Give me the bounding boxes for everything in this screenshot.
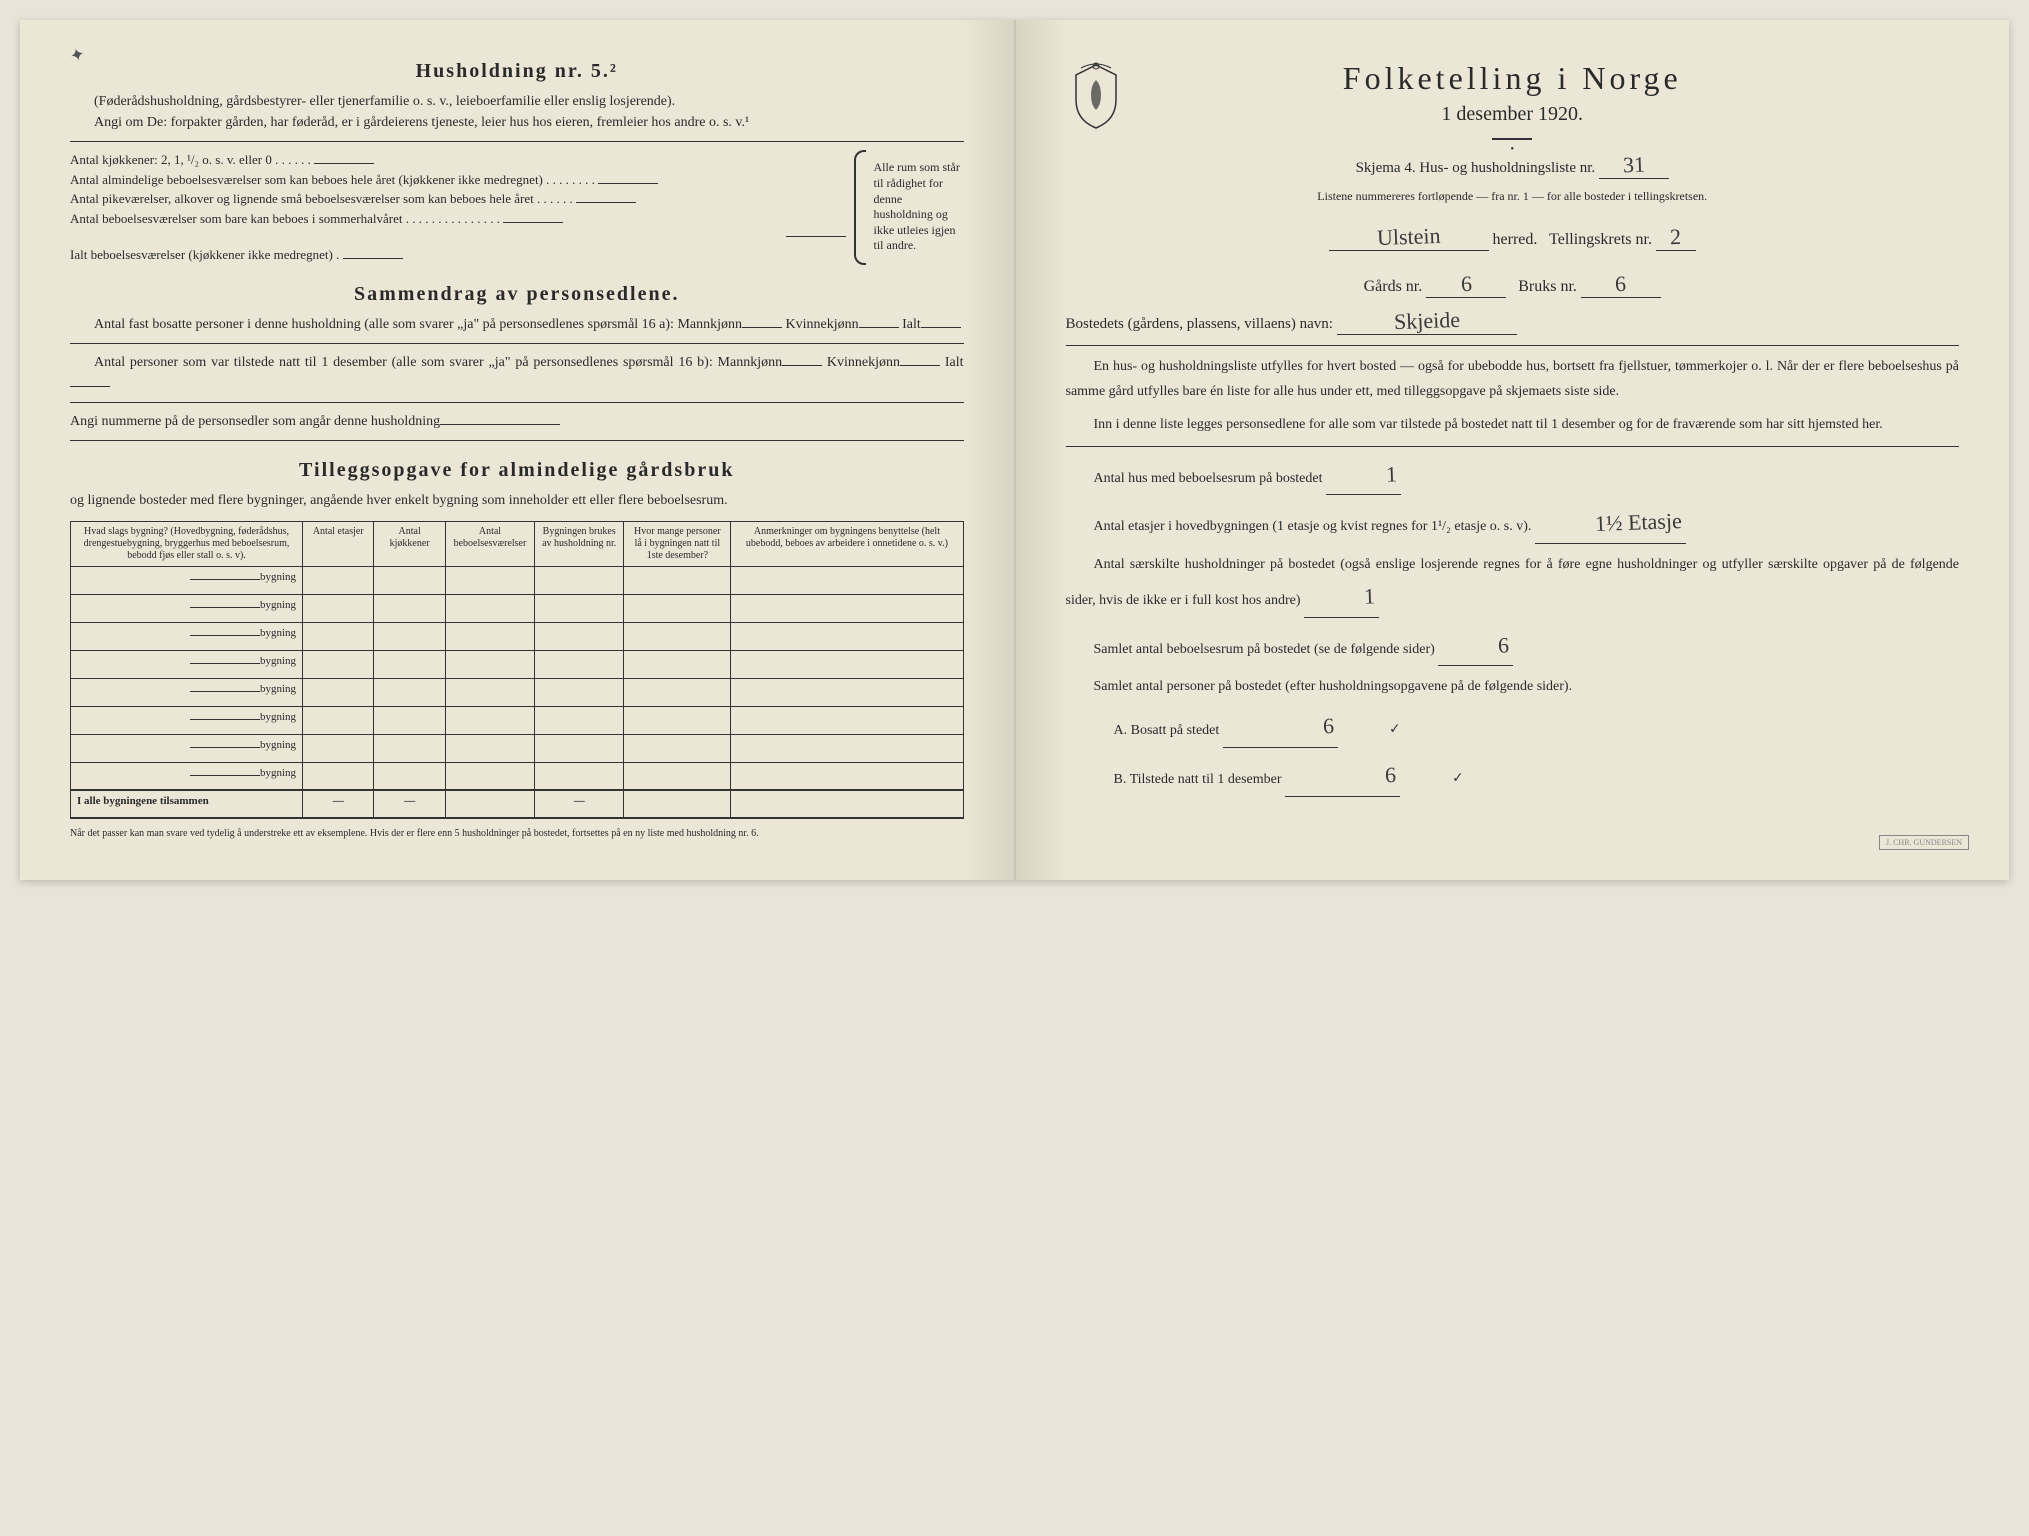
kjokken-section: Antal kjøkkener: 2, 1, ¹/₂ o. s. v. elle… [70, 150, 964, 265]
footnote: Når det passer kan man svare ved tydelig… [70, 827, 964, 840]
sub-date: 1 desember 1920. [1066, 103, 1960, 126]
table-total-row: I alle bygningene tilsammen——— [71, 790, 964, 818]
brace-icon [854, 150, 866, 265]
husholdning-title: Husholdning nr. 5.² [70, 60, 964, 83]
right-page: Folketelling i Norge 1 desember 1920. Sk… [1016, 20, 2010, 880]
table-row: bygning [71, 566, 964, 594]
para1: En hus- og husholdningsliste utfylles fo… [1066, 354, 1960, 404]
kj-line2: Antal almindelige beboelsesværelser som … [70, 170, 846, 190]
table-row: bygning [71, 594, 964, 622]
bygning-table: Hvad slags bygning? (Hovedbygning, føder… [70, 521, 964, 820]
table-row: bygning [71, 706, 964, 734]
th-personer: Hvor mange personer lå i bygningen natt … [624, 521, 731, 566]
th-etasjer: Antal etasjer [303, 521, 374, 566]
brace-text: Alle rum som står til rådighet for denne… [874, 150, 964, 265]
sammendrag-title: Sammendrag av personsedlene. [70, 283, 964, 306]
divider-ornament-icon [1492, 138, 1532, 140]
q4: Samlet antal beboelsesrum på bostedet (s… [1066, 626, 1960, 667]
bostedets-row: Bostedets (gårdens, plassens, villaens) … [1066, 308, 1960, 335]
q5: Samlet antal personer på bostedet (efter… [1066, 674, 1960, 699]
printer-stamp: J. CHR. GUNDERSEN [1879, 835, 1969, 850]
table-row: bygning [71, 678, 964, 706]
q2: Antal etasjer i hovedbygningen (1 etasje… [1066, 503, 1960, 544]
th-anmerk: Anmerkninger om bygningens benyttelse (h… [731, 521, 963, 566]
table-row: bygning [71, 734, 964, 762]
sammendrag-p3: Angi nummerne på de personsedler som ang… [70, 411, 964, 432]
left-page: ✦ Husholdning nr. 5.² (Føderådshusholdni… [20, 20, 1016, 880]
para2: Inn i denne liste legges personsedlene f… [1066, 412, 1960, 437]
kj-line5: Ialt beboelsesværelser (kjøkkener ikke m… [70, 245, 846, 265]
main-title: Folketelling i Norge [1066, 60, 1960, 97]
th-beboelse: Antal beboelsesværelser [445, 521, 534, 566]
table-row: bygning [71, 650, 964, 678]
kj-line1: Antal kjøkkener: 2, 1, ¹/₂ o. s. v. elle… [70, 150, 846, 170]
document-spread: ✦ Husholdning nr. 5.² (Føderådshusholdni… [20, 20, 2009, 880]
q3: Antal særskilte husholdninger på bostede… [1066, 552, 1960, 618]
husholdning-desc1: (Føderådshusholdning, gårdsbestyrer- ell… [70, 91, 964, 112]
th-bygning: Hvad slags bygning? (Hovedbygning, føder… [71, 521, 303, 566]
th-brukes: Bygningen brukes av husholdning nr. [535, 521, 624, 566]
coat-of-arms-icon [1066, 60, 1126, 130]
tillegg-desc: og lignende bosteder med flere bygninger… [70, 490, 964, 511]
location-row1: Ulstein herred. Tellingskrets nr. 2 [1066, 224, 1960, 251]
th-kjokkener: Antal kjøkkener [374, 521, 445, 566]
husholdning-desc2: Angi om De: forpakter gården, har føderå… [70, 112, 964, 133]
location-row2: Gårds nr. 6 Bruks nr. 6 [1066, 271, 1960, 298]
kj-line4: Antal beboelsesværelser som bare kan beb… [70, 209, 846, 229]
sammendrag-p2: Antal personer som var tilstede natt til… [70, 352, 964, 394]
sammendrag-p1: Antal fast bosatte personer i denne hush… [70, 314, 964, 335]
q5a: A. Bosatt på stedet 6 ✓ [1066, 707, 1960, 748]
tillegg-title: Tilleggsopgave for almindelige gårdsbruk [70, 459, 964, 482]
q5b: B. Tilstede natt til 1 desember 6 ✓ [1066, 756, 1960, 797]
kj-line3: Antal pikeværelser, alkover og lignende … [70, 189, 846, 209]
header: Folketelling i Norge 1 desember 1920. Sk… [1066, 60, 1960, 204]
table-row: bygning [71, 762, 964, 790]
q1: Antal hus med beboelsesrum på bostedet 1 [1066, 455, 1960, 496]
table-header-row: Hvad slags bygning? (Hovedbygning, føder… [71, 521, 964, 566]
schema-line: Skjema 4. Hus- og husholdningsliste nr. … [1066, 152, 1960, 179]
table-row: bygning [71, 622, 964, 650]
listene-text: Listene nummereres fortløpende — fra nr.… [1066, 189, 1960, 204]
